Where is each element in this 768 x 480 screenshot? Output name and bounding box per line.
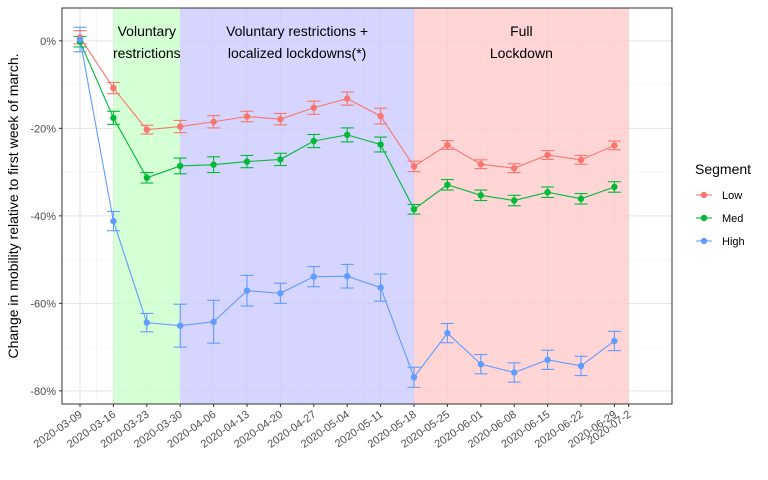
data-point-high <box>210 318 217 325</box>
phase-band-3 <box>414 8 629 404</box>
data-point-high <box>577 362 585 370</box>
data-point-low <box>511 164 518 172</box>
x-axis: 2020-03-092020-03-162020-03-232020-03-30… <box>32 404 633 451</box>
y-axis-title: Change in mobility relative to first wee… <box>5 53 21 358</box>
data-point-low <box>243 113 251 120</box>
y-tick-label: -80% <box>30 386 56 398</box>
data-point-low <box>143 126 150 133</box>
y-tick-label: -60% <box>30 298 56 310</box>
data-point-low <box>377 112 384 120</box>
data-point-high <box>410 374 418 381</box>
data-point-high <box>110 217 117 225</box>
data-point-low <box>177 123 184 130</box>
legend-key-point <box>700 191 708 199</box>
data-point-med <box>344 131 351 139</box>
data-point-med <box>544 189 551 196</box>
data-point-high <box>611 337 618 345</box>
phase-band-label: restrictions <box>113 45 181 61</box>
phase-bands: Voluntary restrictions Voluntary restricti… <box>113 8 629 404</box>
data-point-med <box>177 162 184 170</box>
data-point-med <box>243 158 251 165</box>
data-point-high <box>277 290 284 297</box>
phase-band-1 <box>113 8 181 404</box>
phase-band-label: Voluntary restrictions + <box>226 23 368 39</box>
y-tick-label: -40% <box>30 211 56 223</box>
plot-border <box>61 7 673 405</box>
legend-item-med: Med <box>696 213 743 225</box>
data-point-med <box>377 141 384 148</box>
data-point-low <box>444 141 451 149</box>
data-point-high <box>511 369 518 376</box>
legend: Segment Low Med High <box>695 161 751 248</box>
data-point-med <box>477 192 484 199</box>
data-point-low <box>310 104 317 111</box>
y-tick-label: 0% <box>40 36 56 48</box>
data-point-med <box>210 161 217 168</box>
legend-label: Low <box>722 190 742 202</box>
data-point-high <box>143 319 150 326</box>
data-point-low <box>277 115 284 123</box>
data-point-low <box>210 118 217 125</box>
data-point-low <box>344 95 351 102</box>
data-point-high <box>310 273 317 280</box>
data-point-low <box>110 84 117 92</box>
legend-key-point <box>700 214 708 222</box>
y-axis: 0% -20% -40% -60% -80% Change in mobility rel… <box>5 36 62 398</box>
data-point-med <box>110 114 117 122</box>
phase-band-2 <box>180 8 414 404</box>
data-point-low <box>544 151 551 159</box>
data-point-med <box>277 156 284 163</box>
data-point-low <box>477 161 484 168</box>
y-tick-label: -20% <box>30 123 56 135</box>
legend-item-high: High <box>696 236 745 248</box>
data-point-med <box>444 181 451 188</box>
data-point-med <box>143 174 150 181</box>
phase-band-label: Lockdown <box>490 45 553 61</box>
data-point-high <box>243 287 251 294</box>
data-point-med <box>511 197 518 204</box>
data-point-med <box>577 195 585 202</box>
data-point-high <box>76 36 84 43</box>
data-point-med <box>310 137 317 145</box>
data-point-high <box>477 360 484 368</box>
legend-label: Med <box>722 213 743 225</box>
phase-band-label: Full <box>510 23 533 39</box>
data-point-high <box>377 284 384 291</box>
data-point-high <box>444 329 451 337</box>
legend-key-point <box>700 237 708 245</box>
series-group <box>73 26 621 388</box>
data-point-low <box>611 142 618 149</box>
legend-title: Segment <box>695 161 751 177</box>
data-point-low <box>577 156 585 164</box>
legend-label: High <box>722 236 745 248</box>
data-point-low <box>410 163 418 170</box>
data-point-high <box>177 322 184 329</box>
phase-band-label: Voluntary <box>118 23 176 39</box>
legend-item-low: Low <box>696 190 742 202</box>
data-point-high <box>544 356 551 364</box>
phase-band-label: localized lockdowns(*) <box>228 45 367 61</box>
data-point-high <box>344 273 351 280</box>
data-point-med <box>611 183 618 191</box>
data-point-med <box>410 206 418 213</box>
